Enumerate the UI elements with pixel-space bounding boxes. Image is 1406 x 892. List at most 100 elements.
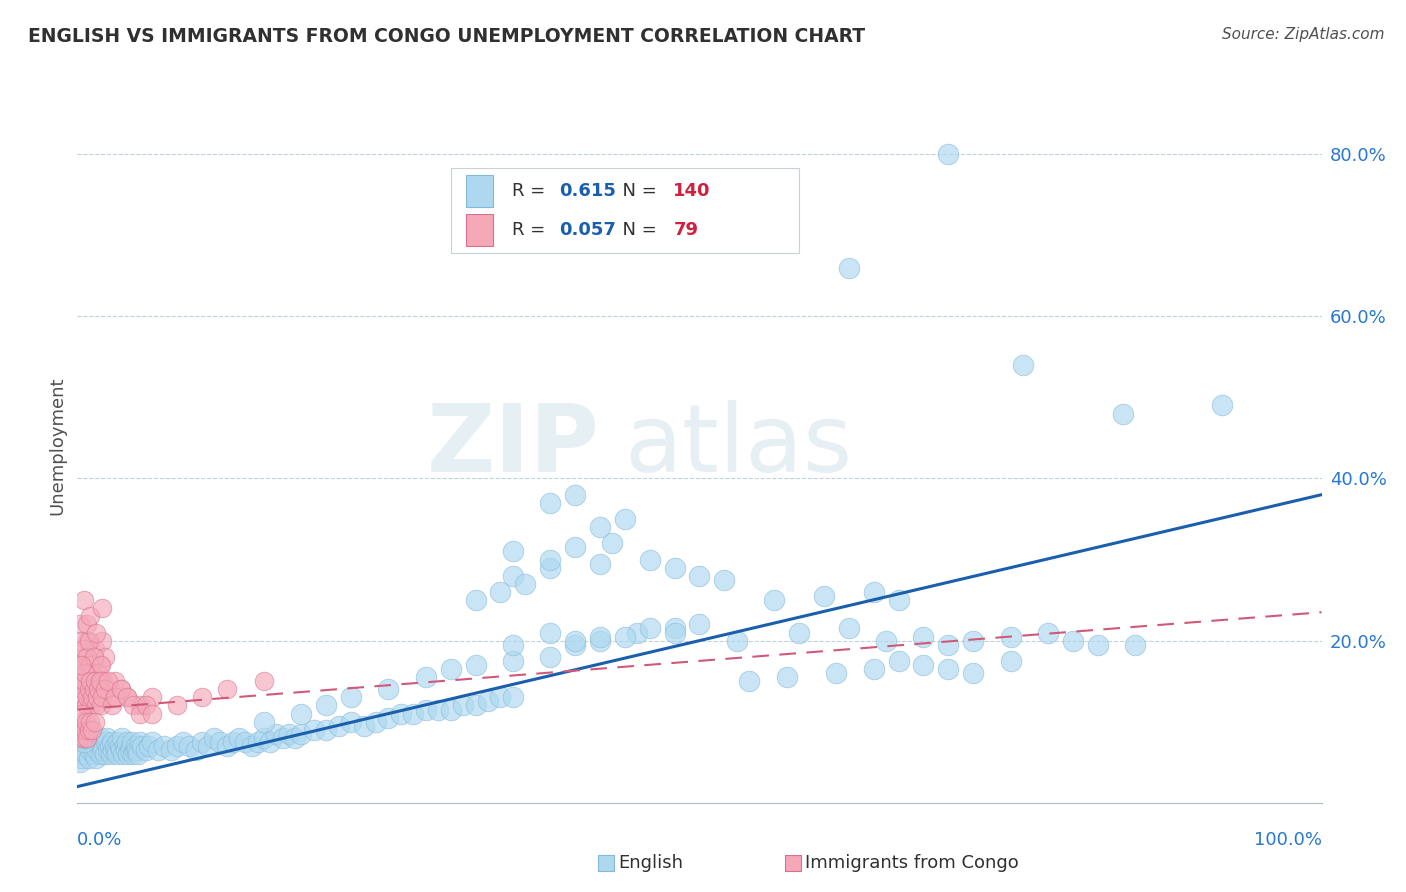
Point bbox=[73, 731, 96, 745]
Point bbox=[124, 743, 146, 757]
Point bbox=[101, 698, 124, 713]
Point bbox=[105, 747, 128, 761]
Point bbox=[70, 714, 93, 729]
Point bbox=[72, 727, 94, 741]
Point bbox=[589, 557, 612, 571]
Point bbox=[887, 654, 910, 668]
Point bbox=[79, 714, 101, 729]
Point bbox=[284, 731, 307, 745]
Point bbox=[664, 625, 686, 640]
Point bbox=[538, 560, 561, 574]
Point bbox=[538, 625, 561, 640]
Point bbox=[103, 743, 125, 757]
Point bbox=[70, 747, 93, 761]
Point bbox=[114, 739, 136, 753]
Point bbox=[128, 698, 150, 713]
Point bbox=[938, 662, 960, 676]
Point bbox=[86, 743, 108, 757]
Point bbox=[86, 674, 108, 689]
Point bbox=[638, 552, 661, 566]
Point bbox=[112, 747, 135, 761]
Point bbox=[77, 751, 100, 765]
Point bbox=[135, 698, 157, 713]
Point bbox=[912, 657, 935, 672]
Point bbox=[464, 593, 486, 607]
Point bbox=[440, 702, 463, 716]
Point bbox=[90, 747, 112, 761]
Point bbox=[184, 743, 207, 757]
Point bbox=[1211, 399, 1233, 413]
Point bbox=[79, 609, 101, 624]
Point bbox=[564, 541, 586, 555]
Point bbox=[215, 682, 238, 697]
Text: Source: ZipAtlas.com: Source: ZipAtlas.com bbox=[1222, 27, 1385, 42]
Point bbox=[477, 694, 499, 708]
Point bbox=[70, 657, 93, 672]
Point bbox=[775, 670, 797, 684]
Point bbox=[104, 690, 127, 705]
Point bbox=[602, 536, 624, 550]
Point bbox=[91, 739, 114, 753]
Point bbox=[197, 739, 219, 753]
Y-axis label: Unemployment: Unemployment bbox=[48, 376, 66, 516]
Point bbox=[83, 731, 105, 745]
Point bbox=[259, 735, 281, 749]
Point bbox=[962, 633, 984, 648]
Point bbox=[79, 743, 101, 757]
Point bbox=[166, 739, 188, 753]
Point bbox=[111, 731, 134, 745]
Point bbox=[110, 682, 132, 697]
Point bbox=[589, 520, 612, 534]
Point bbox=[427, 702, 450, 716]
Point bbox=[595, 864, 617, 879]
Point bbox=[72, 593, 94, 607]
Text: N =: N = bbox=[612, 182, 662, 200]
Point bbox=[77, 723, 100, 737]
Point bbox=[782, 864, 804, 879]
Point bbox=[148, 743, 170, 757]
Point bbox=[76, 617, 98, 632]
Point bbox=[77, 633, 100, 648]
Point bbox=[76, 690, 98, 705]
Point bbox=[738, 674, 761, 689]
Point bbox=[89, 674, 111, 689]
Point bbox=[127, 747, 149, 761]
Point bbox=[1062, 633, 1084, 648]
Point bbox=[121, 735, 143, 749]
Point bbox=[93, 682, 115, 697]
Point bbox=[353, 719, 375, 733]
Point bbox=[72, 751, 94, 765]
Point bbox=[89, 657, 111, 672]
Point bbox=[90, 698, 112, 713]
Text: 0.057: 0.057 bbox=[558, 221, 616, 239]
Point bbox=[689, 568, 711, 582]
Point bbox=[91, 601, 114, 615]
Point bbox=[166, 698, 188, 713]
Point bbox=[489, 585, 512, 599]
Point bbox=[84, 698, 107, 713]
Point bbox=[117, 747, 139, 761]
Point bbox=[1036, 625, 1059, 640]
Point bbox=[83, 641, 105, 656]
Point bbox=[502, 654, 524, 668]
Text: 0.0%: 0.0% bbox=[77, 831, 122, 849]
Point bbox=[70, 723, 93, 737]
Point bbox=[98, 739, 121, 753]
Point bbox=[912, 630, 935, 644]
Point bbox=[489, 690, 512, 705]
Point bbox=[153, 739, 176, 753]
Point bbox=[104, 739, 127, 753]
Point bbox=[135, 743, 157, 757]
Point bbox=[315, 723, 337, 737]
Point bbox=[128, 735, 150, 749]
Point bbox=[110, 682, 132, 697]
Text: 100.0%: 100.0% bbox=[1254, 831, 1322, 849]
Point bbox=[277, 727, 299, 741]
Point bbox=[1087, 638, 1109, 652]
Point bbox=[115, 735, 138, 749]
FancyBboxPatch shape bbox=[465, 214, 494, 246]
Point bbox=[76, 649, 98, 664]
Point bbox=[83, 747, 105, 761]
Point bbox=[118, 743, 141, 757]
Text: R =: R = bbox=[512, 182, 551, 200]
